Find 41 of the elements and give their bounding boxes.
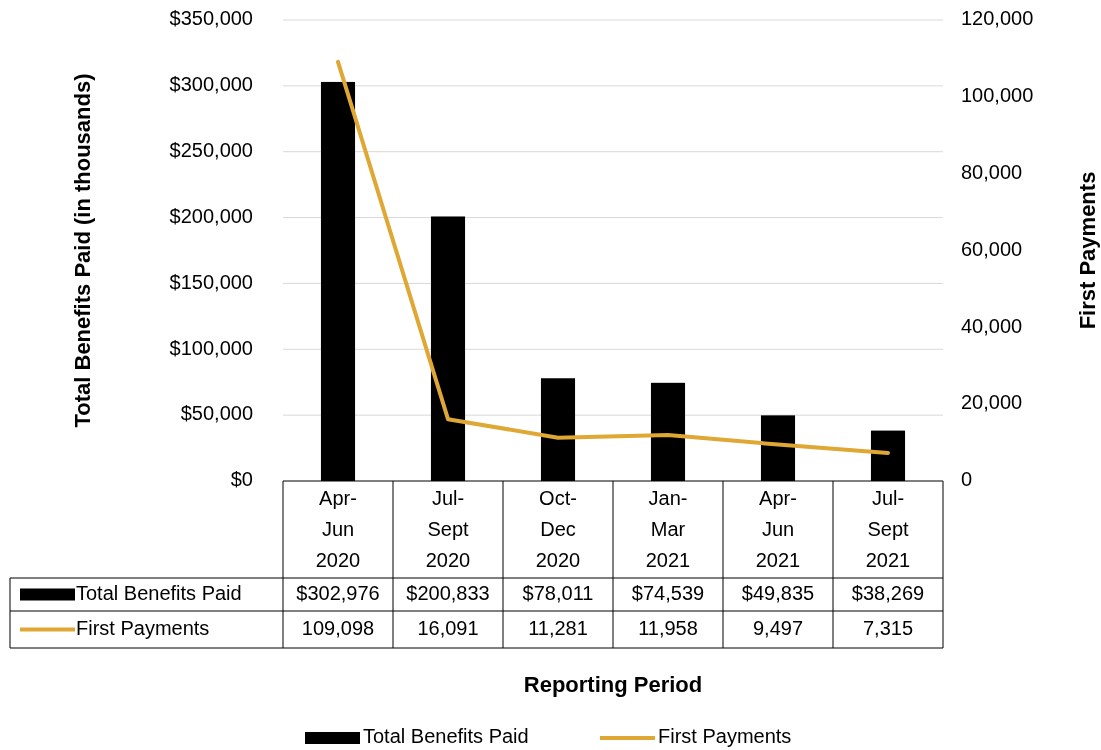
y-tick-label: $200,000 xyxy=(169,204,253,227)
data-label: 9,497 xyxy=(752,616,804,639)
x-axis-title: Reporting Period xyxy=(523,672,703,697)
x-tick-label: Jan-Mar 2021 xyxy=(645,487,691,571)
data-label: $200,833 xyxy=(406,581,490,604)
y2-tick-label: 0 xyxy=(961,468,973,491)
x-tick-label: Apr-Jun 2020 xyxy=(315,487,361,571)
text: Total Benefits Paid xyxy=(363,725,529,748)
y-tick-label: $150,000 xyxy=(169,270,253,293)
y-tick-label: $300,000 xyxy=(169,73,253,96)
x-tick-label: Oct-Dec 2020 xyxy=(535,487,581,571)
y-tick-label: $100,000 xyxy=(169,336,253,359)
data-label: $74,539 xyxy=(631,581,705,604)
data-label: 16,091 xyxy=(417,616,479,639)
y-tick-label: $50,000 xyxy=(180,402,253,425)
data-label: $78,011 xyxy=(522,581,594,604)
data-label: 7,315 xyxy=(862,616,914,639)
y-tick-label: $0 xyxy=(230,468,253,491)
data-label: $38,269 xyxy=(851,581,925,604)
y-tick-label: $350,000 xyxy=(169,7,253,30)
line-series xyxy=(336,59,890,455)
legend-label: First Payments xyxy=(76,616,210,639)
y2-tick-label: 100,000 xyxy=(961,84,1034,107)
y2-tick-label: 20,000 xyxy=(961,391,1023,414)
y-tick-label: $250,000 xyxy=(169,139,253,161)
x-tick-label: Apr-Jun 2021 xyxy=(755,487,801,571)
x-tick-label: Jul-Sept 2021 xyxy=(865,487,911,571)
y2-tick-label: 60,000 xyxy=(961,237,1023,260)
data-label: $49,835 xyxy=(741,581,815,604)
y-axis-title: Total Benefits Paid (in thousands) xyxy=(70,73,95,428)
data-label: 11,958 xyxy=(638,616,698,639)
data-label: 11,281 xyxy=(528,616,588,639)
x-tick-label: Jul-Sept 2020 xyxy=(425,487,471,571)
y2-tick-label: 80,000 xyxy=(961,160,1023,183)
y2-tick-label: 120,000 xyxy=(961,7,1034,30)
data-label: 109,098 xyxy=(301,616,375,639)
data-label: $302,976 xyxy=(296,581,380,604)
legend-label: Total Benefits Paid xyxy=(76,581,242,604)
y2-axis-title: First Payments xyxy=(1075,171,1100,330)
text: First Payments xyxy=(658,725,792,748)
y2-tick-label: 40,000 xyxy=(961,314,1023,337)
